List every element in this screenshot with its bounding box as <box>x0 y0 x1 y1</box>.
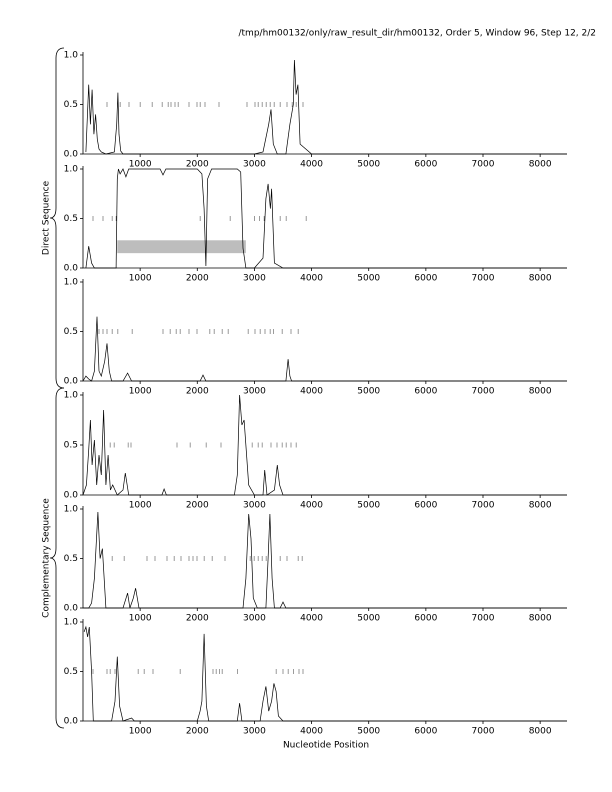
x-tick-label: 4000 <box>300 501 323 511</box>
x-tick-label: 8000 <box>529 274 552 284</box>
y-tick-label: 1.0 <box>64 505 79 515</box>
data-line <box>83 511 567 609</box>
y-tick-label: 0.0 <box>64 604 79 614</box>
x-tick-label: 8000 <box>529 614 552 624</box>
x-tick-label: 4000 <box>300 727 323 737</box>
y-tick-label: 0.5 <box>64 667 78 677</box>
x-tick-label: 3000 <box>243 501 266 511</box>
x-tick-label: 4000 <box>300 274 323 284</box>
x-tick-label: 2000 <box>186 274 209 284</box>
x-tick-label: 3000 <box>243 160 266 170</box>
x-tick-label: 6000 <box>414 501 437 511</box>
x-tick-label: 1000 <box>129 501 152 511</box>
x-tick-label: 5000 <box>357 387 380 397</box>
y-tick-label: 1.0 <box>64 618 79 628</box>
x-tick-label: 7000 <box>472 387 495 397</box>
data-line <box>85 168 567 269</box>
y-tick-label: 0.5 <box>64 554 78 564</box>
x-tick-label: 8000 <box>529 387 552 397</box>
x-tick-label: 7000 <box>472 274 495 284</box>
x-tick-label: 8000 <box>529 501 552 511</box>
x-tick-label: 8000 <box>529 727 552 737</box>
y-tick-label: 1.0 <box>64 391 79 401</box>
y-tick-label: 0.0 <box>64 150 79 160</box>
x-tick-label: 5000 <box>357 274 380 284</box>
x-tick-label: 5000 <box>357 727 380 737</box>
x-tick-label: 5000 <box>357 501 380 511</box>
x-tick-label: 5000 <box>357 614 380 624</box>
data-line <box>82 316 567 382</box>
y-tick-label: 0.0 <box>64 264 79 274</box>
y-tick-label: 1.0 <box>64 51 79 61</box>
x-tick-label: 1000 <box>129 274 152 284</box>
data-line <box>85 59 567 155</box>
x-tick-label: 1000 <box>129 727 152 737</box>
y-tick-label: 0.0 <box>64 377 79 387</box>
x-tick-label: 2000 <box>186 727 209 737</box>
axis-frame <box>82 619 567 722</box>
axis-frame <box>82 52 567 155</box>
x-tick-label: 7000 <box>472 614 495 624</box>
x-tick-label: 1000 <box>129 614 152 624</box>
brace <box>49 47 65 389</box>
axis-frame <box>82 506 567 609</box>
x-tick-label: 6000 <box>414 614 437 624</box>
x-tick-label: 7000 <box>472 501 495 511</box>
x-tick-label: 6000 <box>414 274 437 284</box>
chart-title: /tmp/hm00132/only/raw_result_dir/hm00132… <box>239 29 597 39</box>
x-tick-label: 1000 <box>129 160 152 170</box>
y-tick-label: 0.5 <box>64 214 78 224</box>
y-tick-label: 1.0 <box>64 278 79 288</box>
y-tick-label: 0.0 <box>64 717 79 727</box>
x-tick-label: 3000 <box>243 727 266 737</box>
x-tick-label: 5000 <box>357 160 380 170</box>
x-tick-label: 8000 <box>529 160 552 170</box>
x-tick-label: 4000 <box>300 160 323 170</box>
x-tick-label: 7000 <box>472 727 495 737</box>
x-tick-label: 3000 <box>243 614 266 624</box>
brace <box>49 387 65 729</box>
x-tick-label: 6000 <box>414 160 437 170</box>
data-line <box>83 625 567 722</box>
axis-frame <box>82 392 567 496</box>
x-tick-label: 2000 <box>186 387 209 397</box>
y-tick-label: 0.0 <box>64 491 79 501</box>
x-tick-label: 6000 <box>414 727 437 737</box>
x-tick-label: 7000 <box>472 160 495 170</box>
group-label: Direct Sequence <box>42 180 52 255</box>
region <box>117 240 246 254</box>
data-line <box>82 394 567 496</box>
x-tick-label: 1000 <box>129 387 152 397</box>
x-tick-label: 4000 <box>300 614 323 624</box>
y-tick-label: 0.5 <box>64 441 78 451</box>
axis-frame <box>82 279 567 382</box>
x-tick-label: 4000 <box>300 387 323 397</box>
x-tick-label: 6000 <box>414 387 437 397</box>
x-tick-label: 2000 <box>186 614 209 624</box>
x-tick-label: 2000 <box>186 501 209 511</box>
x-tick-label: 2000 <box>186 160 209 170</box>
x-tick-label: 3000 <box>243 387 266 397</box>
y-tick-label: 0.5 <box>64 327 78 337</box>
y-tick-label: 0.5 <box>64 100 78 110</box>
y-tick-label: 1.0 <box>64 165 79 175</box>
x-axis-label: Nucleotide Position <box>283 741 369 751</box>
x-tick-label: 3000 <box>243 274 266 284</box>
group-label: Complementary Sequence <box>42 498 52 618</box>
